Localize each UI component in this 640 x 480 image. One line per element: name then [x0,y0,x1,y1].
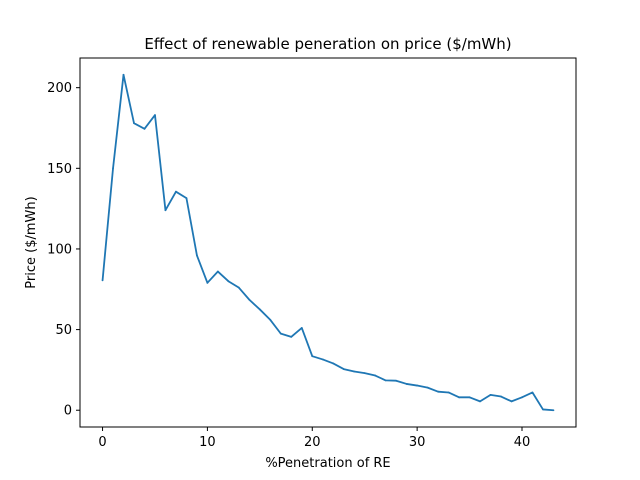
data-point [175,190,177,193]
x-tick-label: 40 [514,435,531,450]
data-point [269,319,272,321]
data-point [531,391,534,394]
data-point [216,270,219,273]
y-axis: 0 50 100 150 200 [47,81,80,419]
data-point [521,396,523,399]
x-tick-label: 30 [409,435,426,450]
data-point [384,379,387,382]
data-point [290,335,293,338]
series-line-0 [101,73,554,412]
data-point [510,400,513,403]
data-point [101,279,104,282]
data-point [321,358,324,361]
y-tick-label: 150 [47,162,72,177]
data-point [342,368,345,371]
data-point [405,383,408,385]
data-point [489,394,492,396]
data-point [237,286,240,289]
data-point [500,395,502,398]
y-tick-label: 200 [47,81,72,96]
x-tick-label: 10 [199,435,216,450]
y-tick-label: 50 [55,323,72,338]
data-point [196,254,198,257]
data-point [458,396,460,399]
data-point [363,372,366,375]
data-point [279,332,282,335]
y-axis-label: Price ($/mWh) [24,196,39,288]
y-tick-label: 0 [64,404,72,419]
axes-frame [79,57,577,428]
x-tick-label: 0 [98,435,106,450]
data-point [164,209,167,212]
x-axis-label: %Penetration of RE [265,456,390,471]
data-point [185,197,188,200]
data-point [542,408,544,411]
data-point [206,281,209,284]
data-point [416,384,419,387]
data-point [332,362,335,365]
chart-title: Effect of renewable peneration on price … [144,35,511,53]
plot-area [101,73,555,412]
x-axis: 0 10 20 30 40 [98,427,530,450]
data-point [468,396,471,399]
data-point [143,127,146,130]
data-point [426,386,429,389]
data-point [374,374,377,377]
data-point [479,400,481,403]
data-point [227,280,230,283]
data-point [300,327,303,329]
data-point [447,391,450,394]
data-point [311,355,314,358]
y-tick-label: 100 [47,242,72,257]
data-point [122,73,125,76]
data-point [154,114,156,116]
data-point [552,409,555,412]
data-point [248,298,251,301]
data-point [112,167,114,170]
data-point [258,308,261,311]
data-point [353,370,356,373]
data-point [395,379,398,382]
data-point [133,122,135,125]
data-point [437,390,440,393]
x-tick-label: 20 [304,435,321,450]
